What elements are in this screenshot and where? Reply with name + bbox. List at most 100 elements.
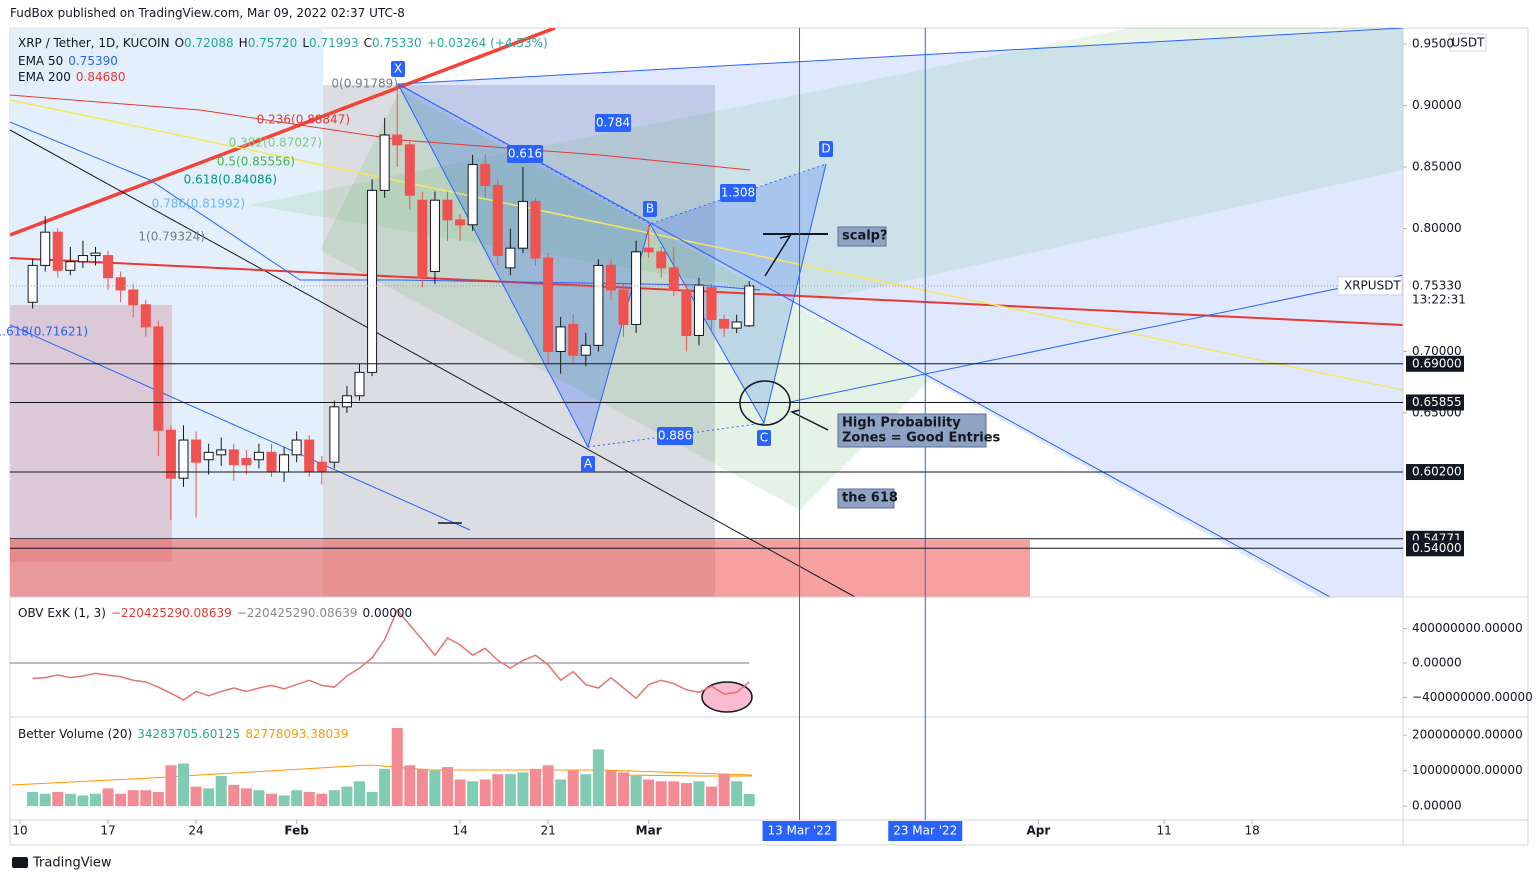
candle-body [517,200,528,249]
level-box [1406,464,1464,481]
candle-body [253,451,264,461]
logo [12,857,28,868]
fib-label: 0.786(0.81992) [152,197,245,211]
x-tick-label: 14 [452,824,467,838]
candle-body [115,277,126,291]
obv-line [32,608,750,701]
published: FudBox published on TradingView.com, Mar… [10,6,405,20]
x-tick-label: Feb [284,824,309,838]
candle-body [719,319,730,329]
y-tick-label: 0.90000 [1412,98,1462,112]
volume-bar [731,781,743,807]
point-box [819,141,833,157]
brand: TradingView [32,856,112,871]
volume-bar [27,791,39,807]
volume-bar [89,793,101,807]
candle-body [341,395,352,408]
volume-bar [479,779,491,807]
volume-bar [102,788,114,807]
ohlc-value: 0.72088 [184,36,234,50]
marker-box [762,821,837,841]
ratio-box [720,184,756,202]
volume-bar [64,793,76,807]
volume-bar [580,774,592,807]
volume-bar [530,768,542,807]
ema-legend: EMA 200 0.84680 [18,70,126,84]
candle-body [228,449,239,466]
volume-bar [240,788,252,807]
point-label: D [821,142,830,156]
candle-body [618,289,629,325]
x-tick-label: 17 [100,824,115,838]
candle-body [417,199,428,279]
price-legend: XRP / Tether, 1D, KUCOIN O0.72088 H0.7572… [18,36,548,50]
obv-value: −220425290.08639 [236,606,358,620]
level-label: 0.65855 [1412,395,1462,409]
obv-legend: OBV ExK (1, 3) −220425290.08639 −220425290… [18,606,412,620]
ohlc-value: 0.75330 [372,36,422,50]
volume-bar [165,765,177,807]
pattern-line [397,83,827,225]
volume-bar [354,781,366,807]
price-label: 0.75330 [1412,278,1462,292]
annotation-box [837,488,895,509]
candle-body [65,261,76,271]
volume-bar [379,768,391,807]
volume-bar [253,790,265,807]
x-tick-label: 18 [1244,824,1259,838]
ema-legend: EMA 50 0.75390 [18,54,118,68]
ohlc-value: 0.75720 [247,36,298,50]
volume-bar [152,791,164,807]
arrow [764,234,792,277]
volume-bar [630,775,642,807]
candle-body [656,251,667,269]
candle-body [467,164,478,226]
volume-bar [140,790,152,807]
y-tick-label: −400000000.00000 [1412,690,1533,704]
candle-body [605,264,616,291]
volume-bar [215,775,227,807]
volume-bar [115,793,127,807]
fib-label: 0.382(0.87027) [229,136,322,150]
change: +0.03264 (+4.53%) [426,36,548,50]
obv-title: OBV ExK (1, 3) [18,606,106,620]
candle-body [693,284,704,337]
drawings [10,28,1403,597]
ohlc: O0.72088 [175,36,234,50]
volume-bar [203,788,215,807]
x-tick-label: 24 [188,824,203,838]
ohlc: H0.75720 [239,36,298,50]
ratio-label: 0.886 [658,429,692,443]
annotation-box [837,226,887,247]
volume-bar [706,786,718,807]
fib-label: 0.5(0.85556) [217,155,295,169]
volume-bar [605,770,617,807]
candle-body [731,321,742,329]
countdown: 13:22:31 [1412,292,1466,306]
fib-label: 0.618(0.84086) [184,173,277,187]
volume-bar [542,765,554,807]
y-tick-label: 0.9500 [1412,36,1454,50]
candles [27,83,755,521]
y-tick-label: 0.00000 [1412,799,1462,813]
volume-bar [492,774,504,807]
candle-body [505,247,516,269]
volume-bar [442,767,454,807]
volume-bar [680,783,692,807]
volume-bar [303,791,315,807]
volume-bar [668,781,680,807]
candle-body [555,326,566,352]
ohlc: C0.75330 [364,36,422,50]
candle-body [354,371,365,397]
symbol: XRP / Tether, 1D, KUCOIN [18,36,170,50]
candle-body [27,264,38,303]
obv-value: 0.00000 [362,606,413,620]
volume-bar [517,772,529,807]
x-tick-label: Mar [636,824,662,838]
trend-line [10,99,1403,391]
ohlc-key: C [363,36,373,50]
volume-bar [693,781,705,807]
volume-bar [278,795,290,807]
